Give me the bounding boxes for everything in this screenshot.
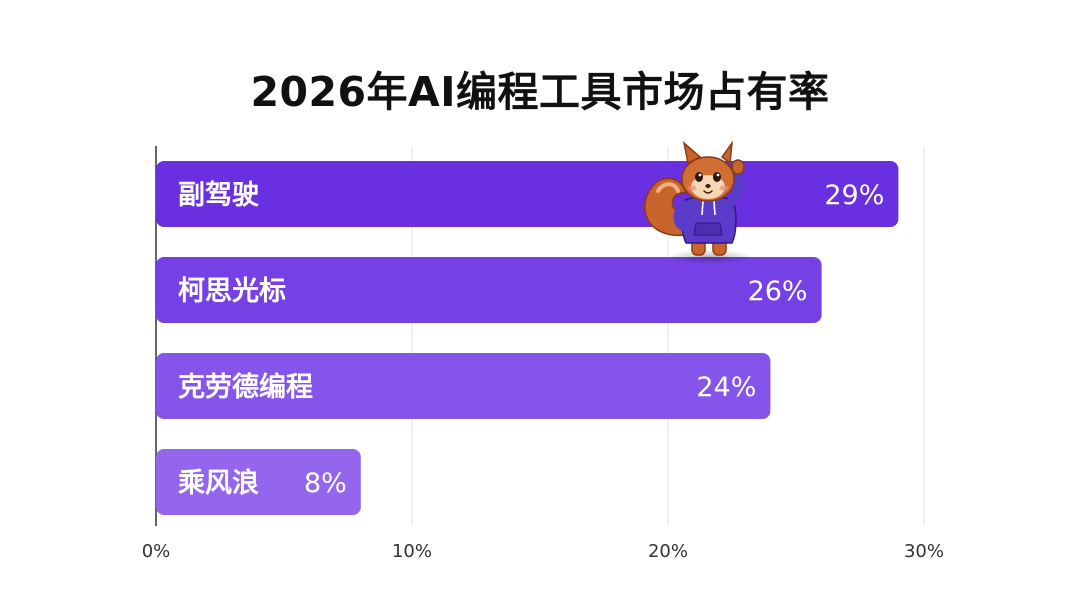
bar-1 [156,161,899,227]
x-tick-label: 30% [904,541,944,562]
bar-value-label: 8% [304,468,347,499]
bar-category-label: 柯思光标 [178,276,286,307]
bar-3 [156,353,771,419]
bar-category-label: 克劳德编程 [178,371,313,403]
x-tick-label: 20% [648,541,688,562]
bar-2 [156,257,822,323]
bar-category-label: 乘风浪 [177,467,259,499]
x-tick-label: 0% [142,541,171,562]
bar-4 [156,449,361,515]
bar-value-label: 24% [696,372,756,403]
x-tick-labels: 0% 10% 20% 30% [142,541,944,562]
squirrel-mascot-icon [643,140,754,264]
bar-value-label: 29% [824,180,884,211]
bars: 副驾驶 29% 柯思光标 26% 克劳德编程 24% 乘风浪 8% [156,161,899,515]
bar-category-label: 副驾驶 [178,180,259,211]
x-tick-label: 10% [392,541,432,562]
chart-title: 2026年AI编程工具市场占有率 [250,68,830,116]
bar-value-label: 26% [748,276,808,307]
